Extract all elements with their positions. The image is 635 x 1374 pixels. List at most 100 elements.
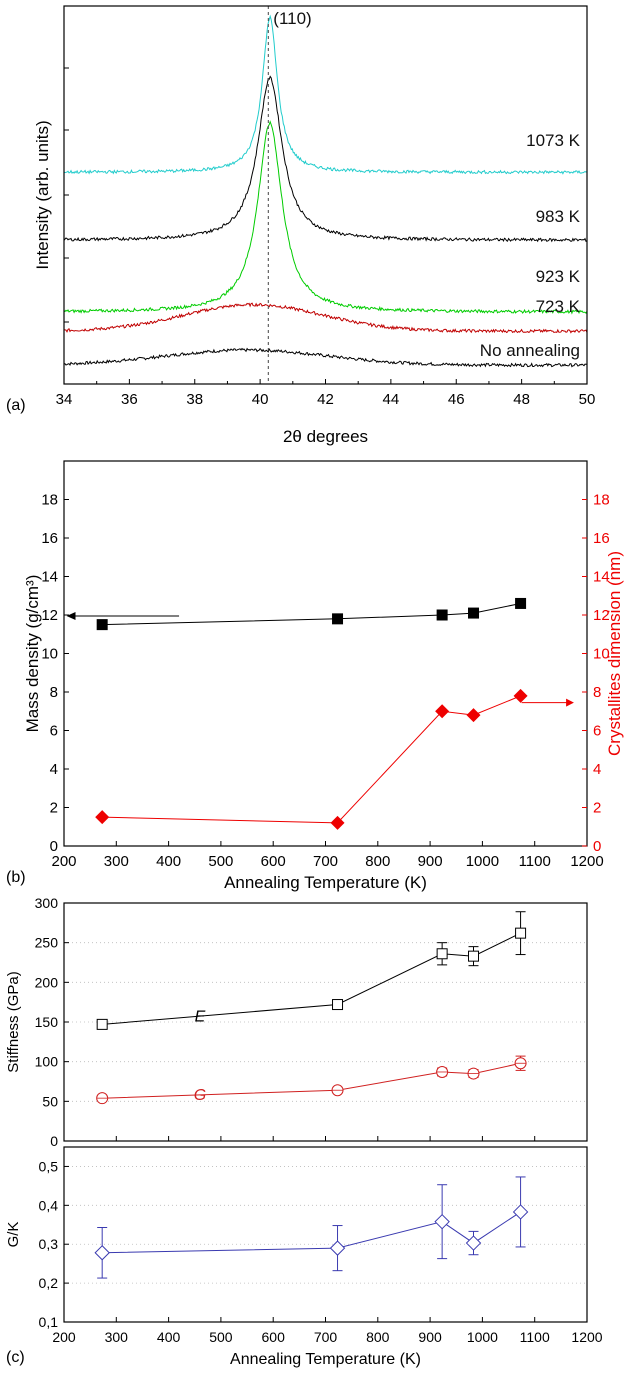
stiffness-e-point bbox=[96, 1018, 108, 1030]
y2-tick-label: 14 bbox=[593, 569, 610, 586]
x-tick-label: 600 bbox=[262, 1329, 286, 1345]
series-label-e: E bbox=[195, 1009, 206, 1026]
x-tick-label: 1000 bbox=[466, 853, 499, 870]
x-tick-label: 1000 bbox=[467, 1329, 498, 1345]
x-tick-label: 42 bbox=[317, 391, 334, 408]
y2-tick-label: 18 bbox=[593, 492, 610, 509]
y-tick-label: 0,4 bbox=[39, 1197, 59, 1213]
x-tick-label: 1100 bbox=[519, 853, 551, 870]
y-tick-label: 6 bbox=[50, 723, 58, 740]
stiffness-e-point bbox=[468, 950, 480, 962]
y-tick-label: 0,1 bbox=[39, 1314, 59, 1330]
y-tick-label: 0 bbox=[50, 838, 58, 855]
crystallite-point bbox=[435, 704, 450, 719]
stiffness-e-point bbox=[332, 999, 344, 1011]
xrd-trace-0 bbox=[63, 347, 588, 368]
y-tick-label: 0,5 bbox=[39, 1158, 59, 1174]
panel-c-gk-ratio: 0,1 0,2 0,3 0,4 0,5 200 300 400 500 600 700 800 900 1… bbox=[5, 1146, 603, 1368]
x-axis-ticks: 34 36 38 40 42 44 46 48 50 bbox=[56, 67, 595, 408]
crystallite-point bbox=[330, 815, 345, 830]
x-tick-label: 1100 bbox=[520, 1329, 550, 1345]
x-tick-label: 500 bbox=[209, 1329, 233, 1345]
x-tick-label: 400 bbox=[157, 1329, 181, 1345]
y2-tick-label: 4 bbox=[593, 761, 601, 778]
y-axis-label: G/K bbox=[5, 1222, 22, 1248]
panel-label: (b) bbox=[6, 869, 26, 886]
x-tick-label: 500 bbox=[208, 853, 233, 870]
y-tick-label: 200 bbox=[35, 974, 59, 990]
gk-point bbox=[94, 1245, 110, 1261]
axis-arrows bbox=[66, 611, 574, 707]
stiffness-e-point bbox=[436, 948, 448, 960]
panel-label: (c) bbox=[6, 1349, 25, 1366]
gk-series bbox=[94, 1176, 529, 1279]
x-tick-label: 600 bbox=[261, 853, 286, 870]
x-tick-label: 38 bbox=[186, 391, 203, 408]
x-tick-label: 700 bbox=[314, 1329, 338, 1345]
x-tick-label: 1200 bbox=[570, 853, 603, 870]
y2-axis-label: Crystallites dimension (nm) bbox=[605, 551, 624, 756]
y2-tick-label: 16 bbox=[593, 530, 610, 547]
x-tick-label: 900 bbox=[418, 1329, 442, 1345]
y-tick-label: 0,2 bbox=[39, 1275, 59, 1291]
xrd-trace-1 bbox=[63, 302, 588, 334]
y2-tick-label: 2 bbox=[593, 800, 601, 817]
x-tick-label: 46 bbox=[448, 391, 465, 408]
x-axis-label: 2θ degrees bbox=[283, 427, 368, 446]
x-tick-label: 800 bbox=[365, 853, 390, 870]
y-axis-label: Stiffness (GPa) bbox=[5, 971, 22, 1072]
density-point bbox=[515, 597, 527, 609]
xrd-series-labels: No annealing 723 K 923 K 983 K 1073 K bbox=[480, 131, 581, 360]
density-crystallite-series bbox=[95, 597, 528, 830]
y-tick-label: 50 bbox=[42, 1093, 58, 1109]
x-tick-label: 900 bbox=[418, 853, 443, 870]
y2-tick-label: 0 bbox=[593, 838, 601, 855]
y-axis-label: Intensity (arb. units) bbox=[33, 120, 52, 269]
y-tick-label: 8 bbox=[50, 684, 58, 701]
y-tick-label: 10 bbox=[41, 646, 58, 663]
y-tick-label: 14 bbox=[41, 569, 58, 586]
density-point bbox=[332, 613, 344, 625]
x-tick-label: 700 bbox=[313, 853, 338, 870]
y2-tick-label: 6 bbox=[593, 723, 601, 740]
x-tick-label: 36 bbox=[121, 391, 138, 408]
series-label: 923 K bbox=[536, 267, 581, 286]
axis-ticks: 0 50 100 150 200 250 300 bbox=[35, 895, 588, 1149]
y-axis-label: Mass density (g/cm³) bbox=[23, 575, 42, 733]
x-tick-label: 48 bbox=[513, 391, 530, 408]
x-tick-label: 200 bbox=[52, 1329, 76, 1345]
series-label: 983 K bbox=[536, 207, 581, 226]
xrd-trace-2 bbox=[63, 120, 588, 315]
y-tick-label: 2 bbox=[50, 800, 58, 817]
crystallite-point bbox=[513, 688, 528, 703]
y-tick-label: 4 bbox=[50, 761, 58, 778]
gk-point bbox=[329, 1240, 346, 1256]
xrd-trace-3 bbox=[63, 75, 588, 243]
xrd-traces bbox=[63, 14, 588, 368]
y2-tick-label: 12 bbox=[593, 607, 610, 624]
stiffness-e-point bbox=[515, 927, 527, 939]
right-axis-arrow-head bbox=[566, 698, 574, 707]
series-label-g: G bbox=[194, 1087, 206, 1104]
crystallite-point bbox=[95, 810, 110, 825]
y-tick-label: 0,3 bbox=[39, 1236, 59, 1252]
x-tick-label: 300 bbox=[105, 1329, 129, 1345]
x-tick-label: 800 bbox=[366, 1329, 390, 1345]
x-axis-label: Annealing Temperature (K) bbox=[224, 873, 427, 892]
y2-tick-label: 8 bbox=[593, 684, 601, 701]
x-tick-label: 300 bbox=[104, 853, 129, 870]
series-label: No annealing bbox=[480, 341, 580, 360]
gk-point bbox=[434, 1213, 450, 1230]
y-tick-label: 300 bbox=[35, 895, 59, 911]
y-tick-label: 16 bbox=[41, 530, 58, 547]
density-point bbox=[96, 619, 108, 631]
left-axis-arrow-head bbox=[66, 611, 76, 620]
y-tick-label: 250 bbox=[35, 935, 59, 951]
panel-label: (a) bbox=[6, 397, 26, 414]
x-tick-label: 34 bbox=[56, 391, 73, 408]
series-label: 723 K bbox=[536, 297, 581, 316]
x-tick-label: 1200 bbox=[571, 1329, 602, 1345]
y2-tick-label: 10 bbox=[593, 646, 610, 663]
